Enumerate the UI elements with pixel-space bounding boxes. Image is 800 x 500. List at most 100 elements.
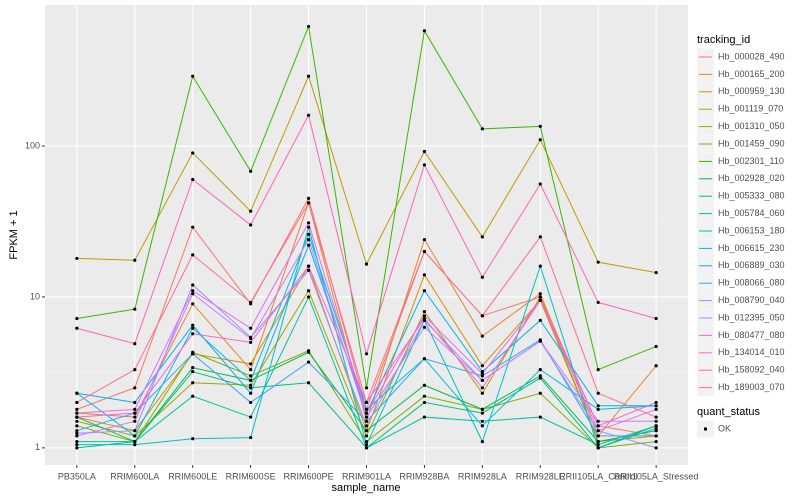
data-point	[538, 415, 542, 419]
data-point	[538, 298, 542, 302]
data-point	[480, 411, 484, 415]
data-point	[422, 383, 427, 387]
data-point	[596, 368, 600, 372]
data-point	[364, 411, 369, 415]
data-point	[654, 270, 658, 275]
data-point	[596, 434, 600, 438]
data-point	[596, 419, 600, 423]
legend-label: Hb_158092_040	[718, 365, 785, 375]
data-point	[306, 201, 311, 205]
data-point	[364, 424, 369, 428]
data-point	[191, 225, 195, 229]
legend-label: Hb_006153_180	[718, 225, 785, 235]
data-point	[596, 407, 600, 411]
data-point	[538, 295, 542, 299]
data-point	[654, 429, 658, 433]
legend-label: Hb_000959_130	[718, 86, 785, 96]
data-point	[133, 419, 137, 423]
data-point	[306, 264, 311, 268]
data-point	[538, 374, 542, 378]
x-tick-label: RRIM928LE	[516, 471, 565, 481]
data-point	[249, 374, 253, 378]
legend-label: Hb_001459_090	[718, 138, 785, 148]
data-point	[596, 446, 600, 450]
data-point	[75, 446, 79, 450]
data-point	[480, 275, 484, 279]
legend-label: Hb_080477_080	[718, 330, 785, 340]
data-point	[75, 424, 79, 428]
x-tick-label: RRII105LA_Control	[559, 471, 637, 481]
data-point	[249, 391, 253, 395]
x-tick-label: RRIM600LE	[168, 471, 217, 481]
data-point	[422, 249, 427, 254]
data-point	[306, 74, 311, 78]
data-point	[133, 415, 137, 419]
legend-label: Hb_001119_070	[718, 104, 783, 114]
y-axis-title: FPKM + 1	[8, 210, 20, 259]
y-tick-label: 1	[35, 442, 40, 452]
data-point	[364, 400, 369, 405]
data-point	[538, 264, 542, 268]
data-point	[306, 268, 311, 272]
data-point	[249, 300, 253, 305]
data-point	[191, 332, 195, 336]
data-point	[249, 336, 253, 341]
data-point	[191, 177, 195, 182]
legend-label: Hb_001310_050	[718, 121, 785, 131]
data-point	[538, 318, 542, 322]
data-point	[191, 323, 195, 327]
data-point	[75, 429, 79, 433]
legend-label: Hb_134014_010	[718, 347, 785, 357]
data-point	[75, 411, 79, 415]
data-point	[480, 127, 484, 131]
data-point	[191, 74, 195, 78]
data-point	[422, 316, 427, 321]
data-point	[306, 381, 311, 385]
data-point	[654, 419, 658, 423]
data-point	[133, 443, 137, 447]
legend-symbol	[704, 427, 707, 431]
data-point	[480, 440, 484, 444]
legend-label: Hb_008066_080	[718, 278, 785, 288]
x-tick-label: RRII105LA_Stressed	[614, 471, 699, 481]
data-point	[133, 407, 137, 411]
legend-label: Hb_000028_490	[718, 51, 785, 61]
y-tick-label: 10	[30, 291, 40, 301]
legend-label: Hb_008790_040	[718, 295, 785, 305]
data-point	[480, 424, 484, 428]
data-point	[191, 326, 195, 330]
data-point	[480, 378, 484, 382]
data-point	[422, 357, 427, 361]
data-point	[538, 391, 542, 395]
data-point	[364, 446, 369, 450]
data-point	[191, 370, 195, 374]
x-tick-label: RRIM928BA	[399, 471, 449, 481]
legend-label: OK	[718, 423, 731, 433]
data-point	[364, 352, 369, 356]
data-point	[480, 386, 484, 390]
data-point	[364, 419, 369, 423]
data-point	[249, 326, 253, 330]
data-point	[422, 415, 427, 419]
data-point	[75, 434, 79, 438]
data-point	[596, 260, 600, 264]
data-point	[249, 386, 253, 390]
data-point	[75, 443, 79, 447]
data-point	[364, 440, 369, 444]
data-point	[422, 314, 427, 318]
data-point	[191, 366, 195, 370]
data-point	[133, 342, 137, 346]
data-point	[133, 307, 137, 311]
data-point	[422, 325, 427, 329]
legend-title: quant_status	[697, 406, 760, 418]
data-point	[306, 221, 311, 225]
data-point	[480, 372, 484, 376]
legend-label: Hb_002301_110	[718, 156, 784, 166]
data-point	[249, 435, 253, 440]
data-point	[133, 400, 137, 405]
data-point	[422, 273, 427, 277]
data-point	[306, 237, 311, 242]
data-point	[191, 394, 195, 398]
data-point	[249, 415, 253, 419]
data-point	[306, 295, 311, 299]
